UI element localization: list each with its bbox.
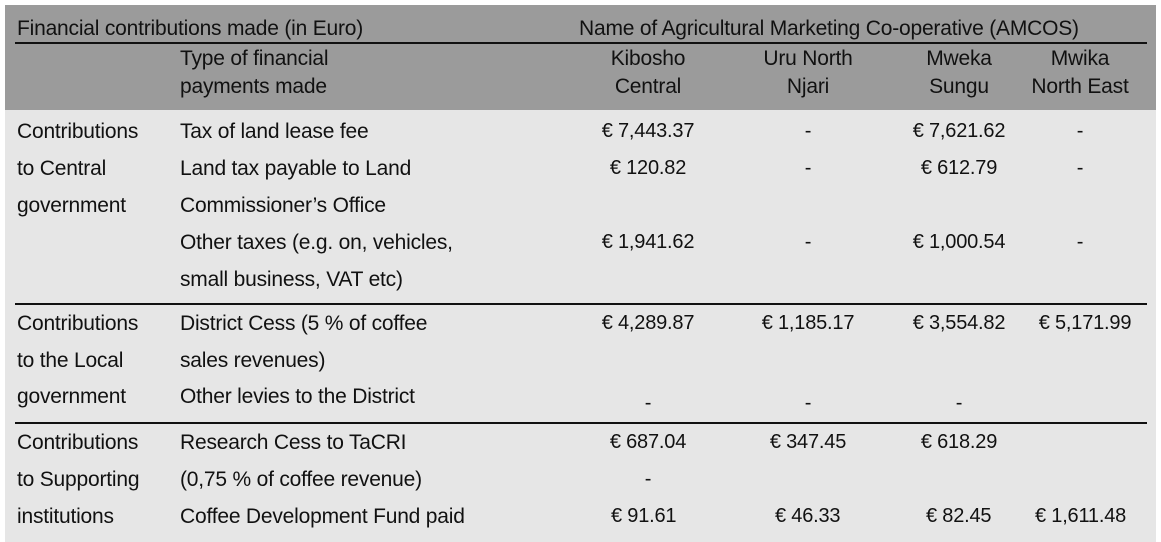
group-label: Contributions <box>17 120 139 143</box>
contributions-table: Financial contributions made (in Euro) N… <box>5 5 1156 542</box>
payment-type: sales revenues) <box>180 349 326 372</box>
value-cell: € 1,185.17 <box>761 312 855 334</box>
table-header: Financial contributions made (in Euro) N… <box>5 5 1156 110</box>
value-cell: € 1,000.54 <box>912 231 1006 253</box>
value-cell: € 618.29 <box>920 431 998 453</box>
payment-type: Coffee Development Fund paid <box>180 505 465 528</box>
value-cell: € 82.45 <box>926 505 992 527</box>
value-cell: - <box>644 392 652 414</box>
value-cell: - <box>1076 231 1084 253</box>
col-uru-line1: Uru North <box>763 47 853 70</box>
value-cell: - <box>955 392 963 414</box>
payment-type: Commissioner’s Office <box>180 194 386 217</box>
col-mweka-line2: Sungu <box>929 75 989 98</box>
payment-type: (0,75 % of coffee revenue) <box>180 468 422 491</box>
payment-type: small business, VAT etc) <box>180 268 403 291</box>
value-cell: - <box>804 231 812 253</box>
group-label: government <box>17 385 126 408</box>
col-uru-line2: Njari <box>786 75 830 98</box>
value-cell: € 687.04 <box>609 431 687 453</box>
group-label: to Supporting <box>17 468 140 491</box>
col-mwika-line1: Mwika <box>1050 47 1110 70</box>
col-mweka-line1: Mweka <box>926 47 992 70</box>
header-rule <box>15 42 1147 44</box>
header-title-right: Name of Agricultural Marketing Co-operat… <box>579 17 1079 40</box>
group-label: Contributions <box>17 312 139 335</box>
col-kibosho-line1: Kibosho <box>610 47 686 70</box>
value-cell: € 4,289.87 <box>601 312 695 334</box>
payment-type: Other taxes (e.g. on, vehicles, <box>180 231 453 254</box>
value-cell: € 120.82 <box>609 157 687 179</box>
type-header-line2: payments made <box>180 75 327 98</box>
value-cell: € 1,941.62 <box>601 231 695 253</box>
value-cell: € 1,611.48 <box>1035 505 1127 527</box>
payment-type: Land tax payable to Land <box>180 157 412 180</box>
col-mwika-line2: North East <box>1031 75 1129 98</box>
type-header-line1: Type of financial <box>180 47 329 70</box>
col-kibosho-line2: Central <box>614 75 682 98</box>
value-cell: € 347.45 <box>769 431 847 453</box>
value-cell: € 91.61 <box>611 505 677 527</box>
group-label: to Central <box>17 157 107 180</box>
value-cell: € 7,443.37 <box>601 120 695 142</box>
value-cell: € 5,171.99 <box>1038 312 1132 334</box>
payment-type: Tax of land lease fee <box>180 120 369 143</box>
value-cell: - <box>804 120 812 142</box>
value-cell: € 612.79 <box>920 157 998 179</box>
group-label: to the Local <box>17 349 124 372</box>
value-cell: - <box>1076 120 1084 142</box>
value-cell: € 46.33 <box>775 505 841 527</box>
payment-type: Research Cess to TaCRI <box>180 431 407 454</box>
group-label: government <box>17 194 126 217</box>
payment-type: District Cess (5 % of coffee <box>180 312 428 335</box>
value-cell: - <box>1076 157 1084 179</box>
value-cell: - <box>804 157 812 179</box>
value-cell: - <box>804 392 812 414</box>
header-title-left: Financial contributions made (in Euro) <box>17 17 364 40</box>
group-label: institutions <box>17 505 114 528</box>
value-cell: € 3,554.82 <box>912 312 1006 334</box>
value-cell: € 7,621.62 <box>912 120 1006 142</box>
group-label: Contributions <box>17 431 139 454</box>
value-cell: - <box>644 468 652 490</box>
group-divider <box>15 422 1147 424</box>
group-divider <box>15 303 1147 305</box>
payment-type: Other levies to the District <box>180 385 415 408</box>
